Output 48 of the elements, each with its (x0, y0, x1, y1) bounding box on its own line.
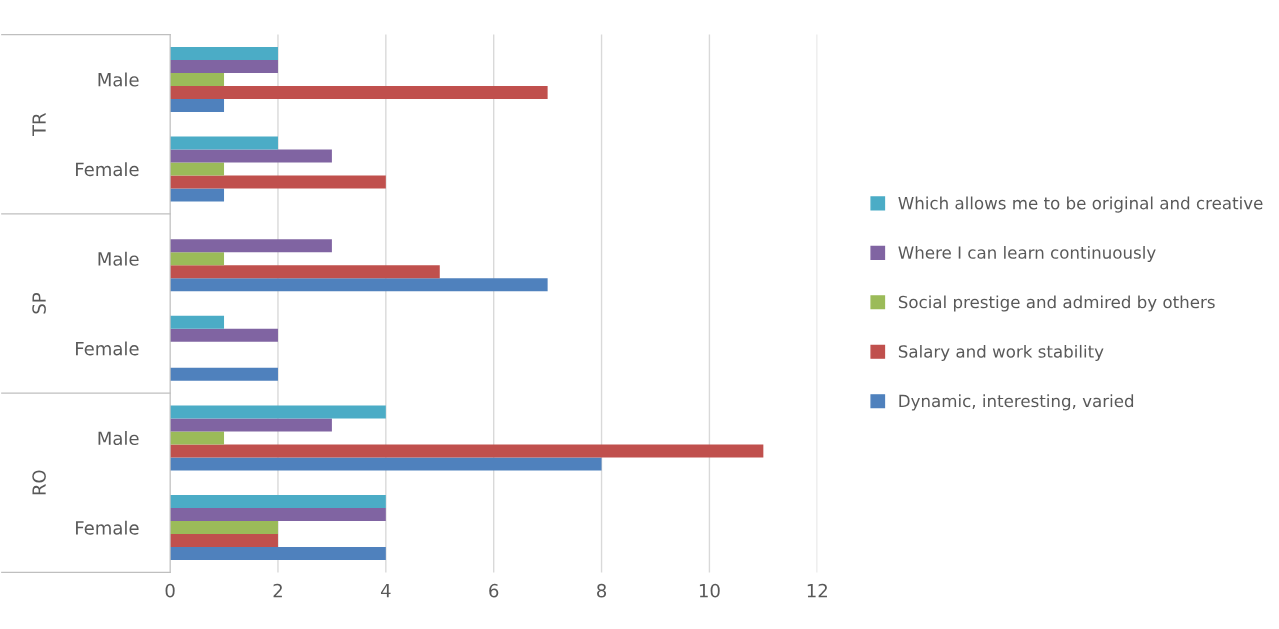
legend-label: Dynamic, interesting, varied (899, 394, 1134, 411)
bar (170, 265, 440, 279)
bar (170, 59, 278, 73)
bar (170, 175, 386, 189)
legend-label: Social prestige and admired by others (898, 295, 1215, 312)
legend-label: Salary and work stability (898, 344, 1104, 362)
bar (170, 534, 278, 548)
bar (170, 162, 225, 176)
bar (170, 72, 225, 86)
y-tick-label: Female (76, 162, 139, 177)
bar (170, 547, 386, 561)
bar (170, 457, 602, 471)
bar (170, 495, 386, 509)
x-tick-label: 10 (699, 583, 720, 598)
bar (170, 315, 225, 329)
x-tick-label: 2 (273, 583, 282, 598)
y-tick-label: Male (98, 431, 139, 446)
x-tick-label: 0 (165, 583, 175, 598)
bar (170, 278, 548, 292)
y-tick-label: Male (98, 251, 139, 266)
bar (170, 149, 332, 163)
bar (170, 444, 764, 458)
bar (170, 328, 278, 342)
bar (170, 188, 225, 202)
bar (170, 405, 386, 419)
text: TR (32, 112, 46, 137)
bar (170, 98, 225, 112)
x-tick-label: 4 (380, 584, 391, 598)
text: SP (32, 292, 46, 314)
bar (170, 431, 225, 445)
legend-label: Where I can learn continuously (898, 245, 1156, 263)
x-tick-label: 6 (489, 583, 499, 598)
legend-label: Which allows me to be original and creative (898, 196, 1263, 213)
x-tick-label: 8 (597, 583, 607, 598)
y-tick-label: Male (98, 72, 139, 87)
bar (170, 521, 278, 535)
bar (170, 418, 332, 432)
x-tick-label: 12 (807, 583, 827, 598)
bar (170, 252, 225, 266)
bar (170, 136, 278, 150)
text: RO (32, 470, 46, 495)
y-tick-label: Female (76, 341, 139, 356)
bar (170, 508, 386, 522)
bar (170, 367, 278, 381)
bar (170, 46, 278, 60)
bar (170, 85, 548, 99)
y-tick-label: Female (76, 520, 139, 535)
bar (170, 239, 332, 253)
